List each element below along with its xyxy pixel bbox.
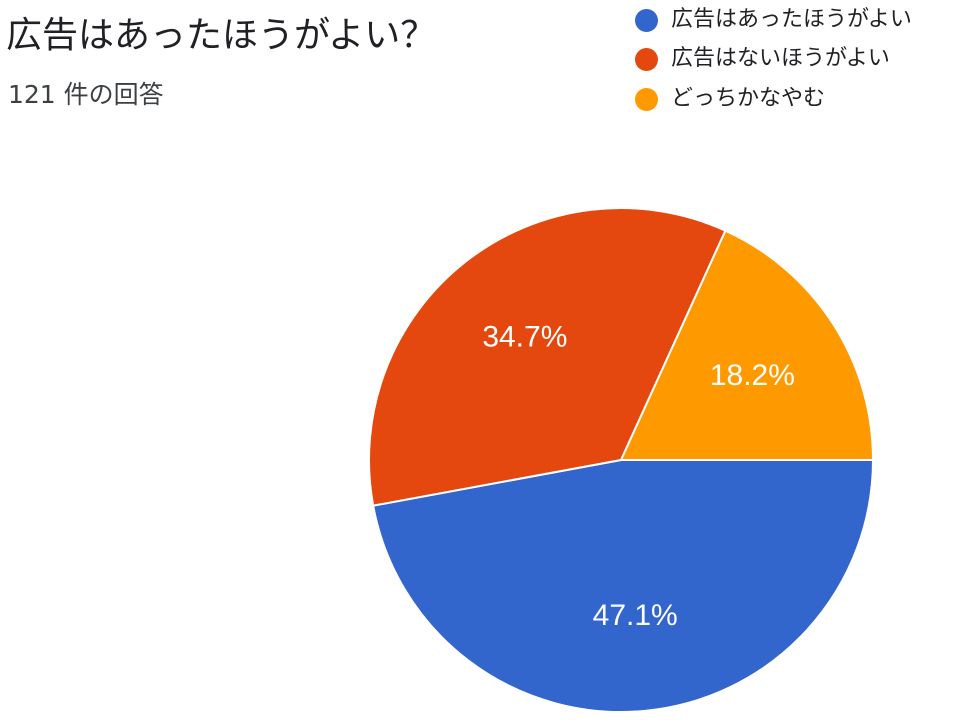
legend-label-yes: 広告はあったほうがよい	[671, 7, 912, 32]
legend-swatch-undecided	[635, 87, 658, 111]
slice-label-no: 34.7%	[482, 320, 567, 353]
legend-label-undecided: どっちかなやむ	[671, 86, 826, 111]
legend-item-no[interactable]: 広告はないほうがよい	[635, 44, 890, 74]
chart-title: 広告はあったほうがよい？	[6, 15, 437, 56]
slice-label-undecided: 18.2%	[710, 359, 795, 392]
pie-slice-yes[interactable]	[372, 459, 875, 713]
pie-slice-no[interactable]	[368, 207, 727, 507]
response-count: 121 件の回答	[8, 80, 164, 109]
legend-item-undecided[interactable]: どっちかなやむ	[635, 84, 825, 114]
legend-item-yes[interactable]: 広告はあったほうがよい	[635, 5, 912, 35]
slice-label-yes: 47.1%	[593, 599, 678, 632]
legend-label-no: 広告はないほうがよい	[671, 46, 890, 71]
pie-slice-undecided[interactable]	[619, 229, 875, 461]
legend-swatch-yes	[635, 8, 658, 32]
legend-swatch-no	[635, 47, 658, 71]
